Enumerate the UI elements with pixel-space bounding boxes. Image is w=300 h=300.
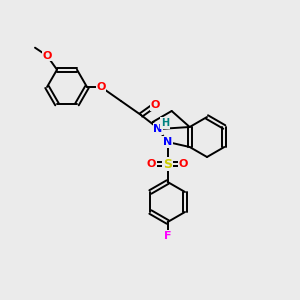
Text: S: S <box>163 158 172 170</box>
Text: O: O <box>150 100 160 110</box>
Text: O: O <box>96 82 106 92</box>
Text: H: H <box>161 118 169 128</box>
Text: N: N <box>163 137 172 147</box>
Text: O: O <box>147 159 156 169</box>
Text: F: F <box>164 231 171 241</box>
Text: O: O <box>179 159 188 169</box>
Text: N: N <box>153 124 163 134</box>
Text: O: O <box>42 51 52 61</box>
